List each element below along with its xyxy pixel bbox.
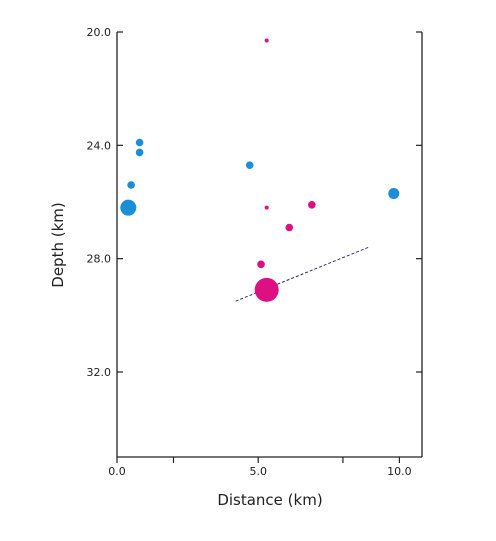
blue-event-point: [120, 199, 137, 216]
blue-event-point: [127, 181, 135, 189]
y-axis-title: Depth (km): [49, 202, 67, 287]
reference-line-layer: [235, 246, 369, 302]
y-tick-label: 24.0: [87, 139, 112, 152]
magenta-event-point: [308, 201, 316, 209]
x-axis-title: Distance (km): [217, 491, 322, 509]
magenta-event-point: [257, 260, 265, 269]
x-tick-label: 10.0: [387, 465, 412, 478]
y-tick-label: 28.0: [87, 253, 112, 266]
ticks: 20.0 24.0 28.0 32.0 0.0 5.0 10.0: [87, 26, 422, 478]
magenta-event-point: [264, 38, 269, 43]
x-tick-label: 0.0: [108, 465, 126, 478]
data-points: [120, 38, 400, 302]
axes: [116, 32, 423, 458]
blue-event-point: [135, 138, 144, 147]
magenta-event-point: [264, 205, 269, 210]
reference-dashed-line: [235, 246, 369, 302]
y-tick-label: 20.0: [87, 26, 112, 39]
x-tick-label: 5.0: [249, 465, 267, 478]
magenta-event-point: [285, 223, 294, 232]
blue-event-point: [388, 188, 400, 199]
y-tick-label: 32.0: [87, 366, 112, 379]
blue-event-point: [245, 161, 254, 169]
blue-event-point: [135, 148, 144, 157]
magenta-event-point: [254, 277, 279, 302]
